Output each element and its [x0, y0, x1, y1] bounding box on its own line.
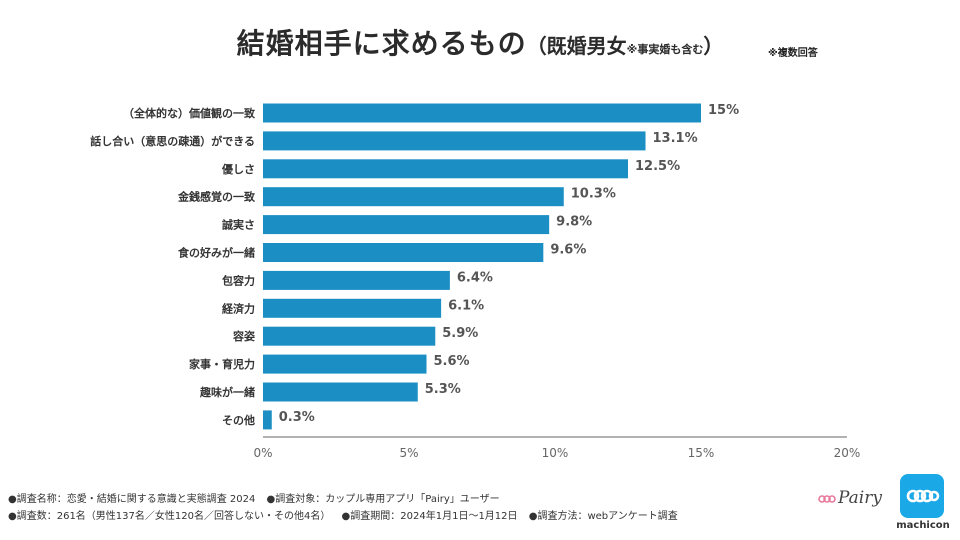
data-label: 5.9% — [442, 326, 478, 341]
data-label: 0.3% — [279, 410, 315, 425]
category-label: 金銭感覚の一致 — [177, 190, 256, 204]
category-label: 経済力 — [222, 301, 255, 315]
footer-survey-period: ●調査期間：2024年1月1日〜1月12日 — [341, 511, 518, 522]
chart-title: 結婚相手に求めるもの（既婚男女※事実婚も含む） — [0, 22, 960, 62]
category-label: 優しさ — [221, 162, 255, 176]
bar — [263, 354, 427, 374]
bar — [263, 326, 436, 346]
footer-survey-count: ●調査数：261名（男性137名／女性120名／回答しない・その他4名） — [8, 511, 331, 522]
multi-answer-note: ※複数回答 — [768, 48, 818, 59]
bar — [263, 131, 646, 151]
footer-survey-name: ●調査名称：恋愛・結婚に関する意識と実態調査 2024 — [8, 494, 256, 505]
data-label: 12.5% — [635, 159, 680, 174]
category-label: 誠実さ — [222, 218, 255, 232]
bar — [263, 243, 544, 262]
bar — [263, 215, 550, 235]
bar — [263, 382, 418, 402]
data-label: 6.1% — [448, 298, 484, 313]
pairy-logo-text: Pairy — [838, 488, 882, 508]
footer-line-2: ●調査数：261名（男性137名／女性120名／回答しない・その他4名） ●調査… — [8, 507, 686, 522]
bar — [263, 298, 442, 318]
category-label: 家事・育児力 — [189, 357, 255, 371]
data-label: 10.3% — [571, 187, 616, 202]
category-label: （全体的な）価値観の一致 — [123, 106, 256, 120]
category-label: 容姿 — [232, 329, 255, 343]
x-tick-label: 15% — [688, 446, 715, 460]
title-main: 結婚相手に求めるもの — [236, 27, 527, 60]
footer-line-1: ●調査名称：恋愛・結婚に関する意識と実態調査 2024 ●調査対象：カップル専用… — [8, 490, 508, 505]
data-label: 5.6% — [434, 354, 470, 369]
bar — [263, 410, 272, 430]
title-note: ※事実婚も含む — [626, 43, 704, 56]
pairy-logo: Pairy — [818, 488, 890, 512]
footer-survey-target: ●調査対象：カップル専用アプリ「Pairy」ユーザー — [266, 494, 500, 505]
bar — [263, 103, 701, 123]
data-label: 5.3% — [425, 382, 461, 397]
bar — [263, 270, 450, 290]
category-label: その他 — [222, 413, 255, 427]
machicon-logo-text: machicon — [896, 520, 950, 531]
x-tick-label: 20% — [834, 446, 861, 460]
data-label: 9.6% — [550, 243, 586, 258]
bar — [263, 187, 564, 207]
data-label: 6.4% — [457, 270, 493, 285]
x-tick-label: 0% — [253, 446, 272, 460]
data-label: 13.1% — [653, 131, 698, 146]
x-tick-label: 10% — [542, 446, 569, 460]
category-label: 話し合い（意思の疎通）ができる — [90, 134, 255, 148]
title-paren-close: ） — [703, 34, 724, 58]
category-label: 包容力 — [221, 273, 255, 287]
pairy-mark-icon — [818, 495, 836, 503]
machicon-mark-icon — [900, 474, 944, 518]
bar — [263, 159, 628, 179]
title-paren-open: （既婚男女 — [526, 34, 627, 58]
data-label: 9.8% — [556, 215, 592, 230]
machicon-logo: machicon — [896, 474, 950, 536]
category-label: 食の好みが一緒 — [178, 246, 255, 260]
footer-survey-method: ●調査方法：webアンケート調査 — [528, 511, 678, 522]
data-label: 15% — [708, 103, 739, 118]
x-tick-label: 5% — [399, 446, 418, 460]
category-label: 趣味が一緒 — [199, 385, 255, 399]
